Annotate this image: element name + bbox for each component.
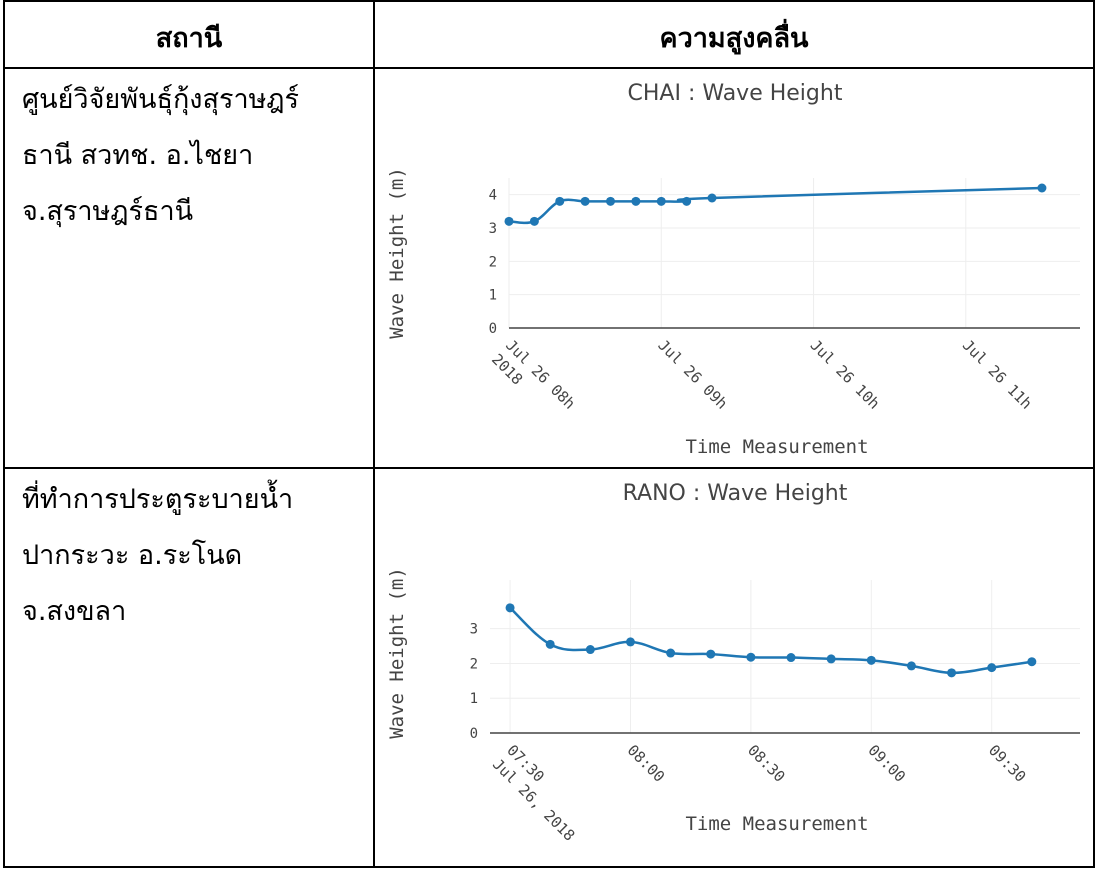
x-tick-label-line: Jul 26 09h <box>654 336 731 413</box>
x-tick-label-line: Jul 26 11h <box>959 336 1036 413</box>
y-tick-label: 2 <box>470 656 478 672</box>
data-point <box>947 668 957 678</box>
station-cell-2: ที่ทำการประตูระบายน้ำ ปากระวะ อ.ระโนด จ.… <box>22 472 372 640</box>
data-point <box>529 216 539 226</box>
x-tick-label: 08:00 <box>624 741 669 786</box>
station-line: ปากระวะ อ.ระโนด <box>22 540 243 571</box>
y-tick-label: 0 <box>470 726 478 742</box>
data-point <box>826 654 836 664</box>
data-point <box>585 645 595 655</box>
y-tick-label: 1 <box>470 691 478 707</box>
data-point <box>987 663 997 673</box>
data-point <box>631 196 641 206</box>
data-point <box>580 196 590 206</box>
station-line: ธานี สวทช. อ.ไชยา <box>22 140 254 171</box>
data-point <box>606 196 616 206</box>
data-point <box>707 193 717 203</box>
y-tick-label: 3 <box>470 622 478 638</box>
y-tick-label: 2 <box>489 254 497 270</box>
station-line: ที่ทำการประตูระบายน้ำ <box>22 484 294 515</box>
y-tick-label: 0 <box>489 321 497 337</box>
station-cell-1: ศูนย์วิจัยพันธุ์กุ้งสุราษฎร์ ธานี สวทช. … <box>22 72 372 240</box>
x-tick-label: 09:30 <box>985 741 1030 786</box>
station-line: ศูนย์วิจัยพันธุ์กุ้งสุราษฎร์ <box>22 84 300 115</box>
y-tick-label: 4 <box>489 188 497 204</box>
chart-title: RANO : Wave Height <box>623 481 848 506</box>
y-tick-label: 3 <box>489 221 497 237</box>
station-line: จ.สงขลา <box>22 596 127 627</box>
header-wave-height: ความสูงคลื่น <box>659 23 809 54</box>
x-tick-label: Jul 26 11h <box>959 336 1036 413</box>
x-axis-title: Time Measurement <box>685 436 868 458</box>
data-point <box>656 196 666 206</box>
x-tick-label-line: 08:00 <box>624 741 669 786</box>
data-point <box>505 603 515 613</box>
x-tick-label: Jul 26 09h <box>654 336 731 413</box>
data-point <box>504 216 514 226</box>
data-point <box>746 652 756 662</box>
station-line: จ.สุราษฎร์ธานี <box>22 196 194 227</box>
x-tick-label: 08:30 <box>744 741 789 786</box>
data-point <box>866 655 876 665</box>
data-point <box>706 649 716 659</box>
data-point <box>666 648 676 658</box>
y-axis-title: Wave Height (m) <box>386 167 408 339</box>
header-station: สถานี <box>155 23 223 54</box>
data-point <box>625 637 635 647</box>
data-point <box>1027 657 1037 667</box>
y-axis-title: Wave Height (m) <box>386 567 408 739</box>
x-tick-label-line: 09:00 <box>864 741 909 786</box>
chart-title: CHAI : Wave Height <box>628 81 843 106</box>
data-point <box>545 639 555 649</box>
x-tick-label-line: 09:30 <box>985 741 1030 786</box>
y-tick-label: 1 <box>489 288 497 304</box>
series-line <box>508 186 1042 225</box>
x-tick-label-line: 08:30 <box>744 741 789 786</box>
x-tick-label-line: Jul 26 10h <box>807 336 884 413</box>
data-point <box>682 196 692 206</box>
data-point <box>906 661 916 671</box>
data-point <box>786 653 796 663</box>
x-axis-title: Time Measurement <box>685 813 868 835</box>
x-tick-label: Jul 26 10h <box>807 336 884 413</box>
data-point <box>1037 183 1047 193</box>
x-tick-label: 09:00 <box>864 741 909 786</box>
data-point <box>555 196 565 206</box>
